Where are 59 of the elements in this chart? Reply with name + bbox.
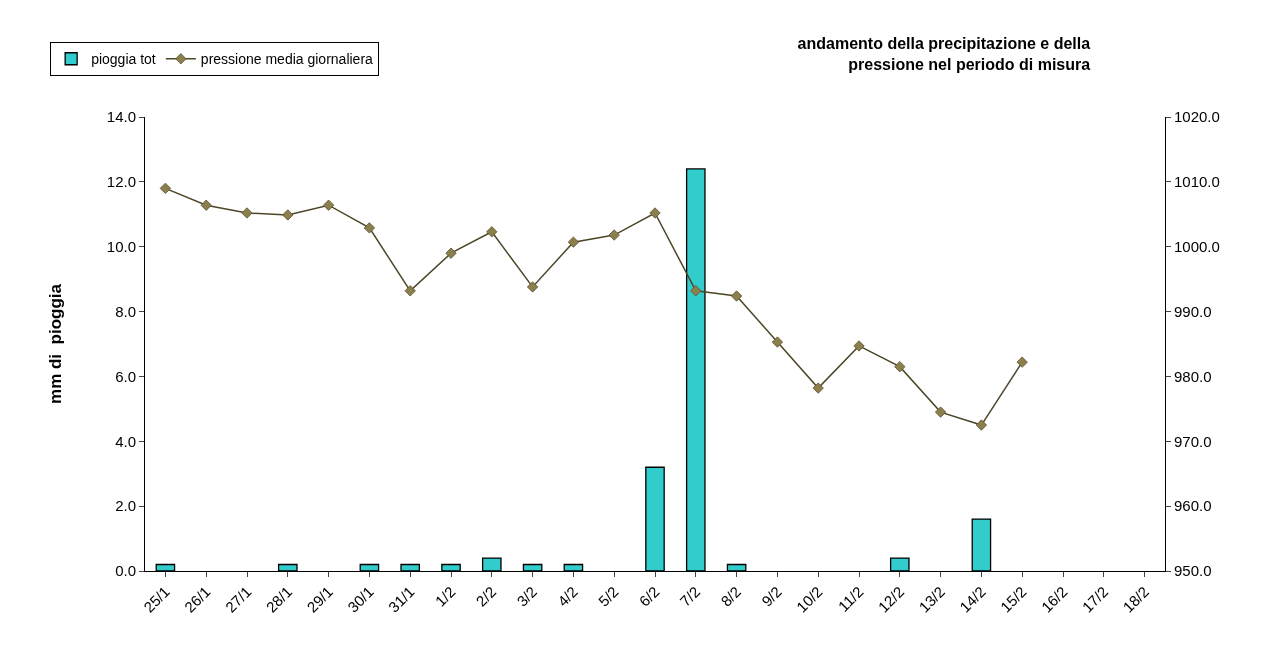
point	[363, 222, 375, 234]
x-tick-label: 5/2	[594, 582, 622, 610]
point	[731, 290, 743, 302]
y-tick-label: 8.0	[115, 302, 136, 320]
point	[853, 340, 865, 352]
point	[241, 207, 253, 219]
x-tick-label: 2/2	[472, 582, 500, 610]
y-tick-label: 10.0	[106, 237, 136, 255]
point	[690, 285, 702, 297]
point	[200, 199, 212, 211]
x-tick-label: 6/2	[635, 582, 663, 610]
point	[649, 207, 661, 219]
point	[323, 199, 335, 211]
point	[608, 229, 620, 241]
point	[812, 382, 824, 394]
y-axis-title: mm di pioggia	[46, 283, 66, 404]
y2-tick-label: 950.0	[1174, 562, 1212, 580]
y-tick-label: 12.0	[106, 173, 136, 191]
y2-tick-label: 1000.0	[1174, 237, 1220, 255]
x-tick-label: 28/1	[262, 582, 296, 616]
y-tick-label: 4.0	[115, 432, 136, 450]
point	[159, 182, 171, 194]
x-tick-label: 31/1	[384, 582, 418, 616]
point	[282, 209, 294, 221]
y2-tick-label: 980.0	[1174, 367, 1212, 385]
point	[975, 419, 987, 431]
point	[404, 285, 416, 297]
y-tick-label: 14.0	[106, 108, 136, 126]
x-tick-label: 1/2	[431, 582, 459, 610]
point	[527, 281, 539, 293]
x-tick-label: 4/2	[554, 582, 581, 610]
x-tick-label: 26/1	[180, 582, 214, 616]
x-tick-label: 30/1	[344, 582, 377, 616]
point	[771, 336, 783, 348]
y2-tick-label: 990.0	[1174, 302, 1212, 320]
x-tick-label: 7/2	[676, 582, 704, 610]
y-tick-label: 0.0	[115, 562, 136, 580]
legend-label: pioggia tot	[91, 51, 156, 68]
point	[894, 361, 906, 373]
x-tick-label: 3/2	[513, 582, 541, 610]
point	[935, 406, 947, 418]
x-tick-label: 11/2	[834, 582, 867, 615]
chart-title: andamento della precipitazione e della pressione nel periodo di misura	[797, 34, 1091, 73]
y2-tick-label: 960.0	[1174, 497, 1212, 515]
y2-tick-label: 1010.0	[1174, 173, 1220, 191]
x-tick-label: 27/1	[221, 582, 255, 616]
y2-tick-label: 1020.0	[1174, 108, 1220, 126]
y2-tick-label: 970.0	[1174, 432, 1212, 450]
x-tick-label: 29/1	[303, 582, 337, 616]
y-tick-label: 2.0	[115, 497, 136, 515]
x-tick-label: 9/2	[758, 582, 785, 610]
x-tick-label: 25/1	[140, 582, 173, 616]
y-tick-label: 6.0	[115, 367, 136, 385]
point	[486, 226, 498, 238]
point	[567, 236, 579, 248]
point	[445, 247, 457, 259]
point	[1016, 356, 1028, 368]
legend-label: pressione media giornaliera	[200, 51, 374, 68]
x-tick-label: 8/2	[717, 582, 745, 610]
